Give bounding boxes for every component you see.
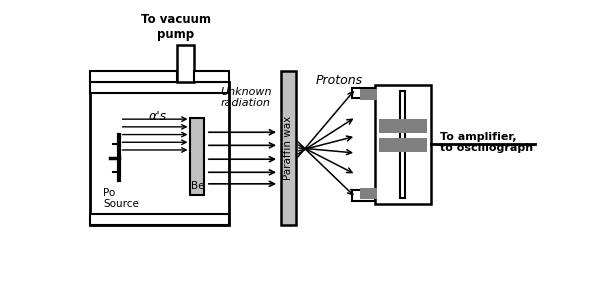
Bar bbox=[379, 138, 427, 152]
Bar bbox=[360, 89, 377, 100]
Bar bbox=[400, 91, 405, 198]
Bar bbox=[91, 82, 229, 93]
Bar bbox=[91, 214, 229, 225]
Bar bbox=[375, 85, 431, 204]
Bar bbox=[91, 71, 176, 82]
Text: Paraffin wax: Paraffin wax bbox=[283, 116, 293, 180]
Text: α's: α's bbox=[148, 110, 166, 123]
Text: Po
Source: Po Source bbox=[103, 188, 139, 209]
Text: To vacuum
pump: To vacuum pump bbox=[141, 14, 211, 41]
Bar bbox=[91, 82, 229, 225]
Bar bbox=[360, 188, 377, 199]
Bar bbox=[176, 45, 194, 82]
Text: Protons: Protons bbox=[315, 74, 362, 87]
Bar bbox=[352, 88, 375, 98]
Bar bbox=[194, 71, 229, 82]
Bar bbox=[379, 119, 427, 133]
Bar bbox=[190, 118, 205, 195]
Text: Be: Be bbox=[191, 181, 204, 191]
Bar bbox=[281, 70, 296, 225]
Text: Unknown
radiation: Unknown radiation bbox=[220, 87, 272, 108]
Bar bbox=[352, 190, 375, 201]
Text: To amplifier,
to oscillograph: To amplifier, to oscillograph bbox=[440, 132, 533, 153]
